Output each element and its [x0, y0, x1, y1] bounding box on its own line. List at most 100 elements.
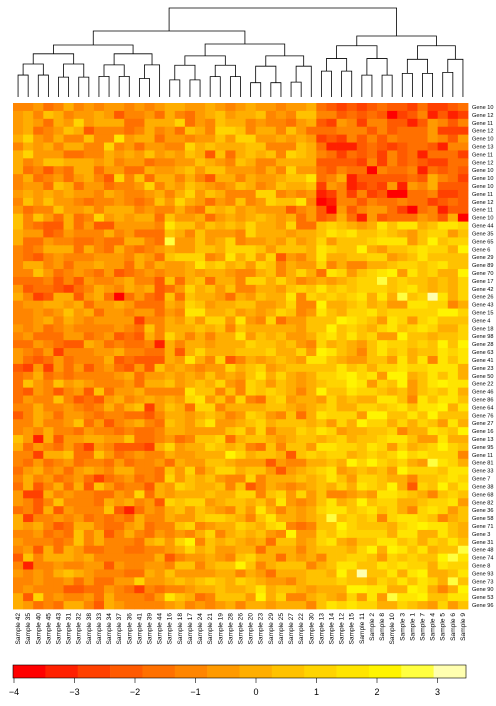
heatmap-cell: [316, 340, 327, 349]
heatmap-cell: [23, 221, 34, 230]
heatmap-cell: [275, 387, 287, 396]
heatmap-cell: [93, 411, 105, 420]
heatmap-cell: [13, 585, 24, 594]
heatmap-cell: [184, 601, 196, 610]
heatmap-cell: [174, 411, 186, 420]
heatmap-cell: [83, 261, 95, 270]
heatmap-cell: [83, 537, 95, 547]
heatmap-cell: [154, 553, 166, 562]
heatmap-cell: [225, 498, 236, 507]
heatmap-cell: [73, 245, 85, 254]
heatmap-cell: [245, 593, 257, 602]
heatmap-cell: [286, 292, 297, 302]
heatmap-cell: [316, 593, 327, 602]
heatmap-cell: [437, 237, 449, 246]
heatmap-cell: [83, 316, 95, 325]
dendrogram-branch: [92, 30, 246, 45]
heatmap-cell: [164, 442, 176, 452]
heatmap-cell: [33, 450, 44, 460]
heatmap-cell: [275, 553, 287, 562]
heatmap-cell: [397, 174, 408, 183]
heatmap-cell: [437, 269, 449, 278]
heatmap-cell: [245, 371, 257, 381]
heatmap-cell: [73, 569, 85, 578]
heatmap-cell: [93, 522, 105, 531]
heatmap-cell: [144, 506, 155, 515]
heatmap-cell: [316, 308, 327, 317]
heatmap-cell: [53, 182, 64, 191]
heatmap-cell: [387, 276, 398, 286]
heatmap-cell: [184, 237, 196, 246]
heatmap-cell: [377, 261, 388, 270]
heatmap-cell: [336, 316, 348, 325]
heatmap-cell: [83, 450, 95, 460]
heatmap-cell: [377, 110, 388, 120]
heatmap-cell: [13, 498, 24, 507]
dendrogram-branch: [320, 70, 332, 97]
heatmap-cell: [104, 332, 115, 341]
heatmap-cell: [356, 585, 368, 594]
heatmap-cell: [215, 498, 226, 507]
heatmap-cell: [275, 379, 287, 389]
heatmap-cell: [286, 213, 297, 222]
heatmap-cell: [174, 553, 186, 562]
heatmap-cell: [275, 356, 287, 365]
heatmap-cell: [33, 490, 44, 499]
dendrogram-branch: [341, 70, 353, 97]
heatmap-cell: [255, 269, 267, 278]
heatmap-cell: [336, 221, 348, 230]
dendrogram-branch: [422, 72, 434, 97]
heatmap-cell: [174, 450, 186, 460]
heatmap-cell: [13, 300, 24, 309]
heatmap-cell: [63, 553, 75, 562]
heatmap-cell: [296, 324, 307, 333]
heatmap-cell: [225, 103, 236, 112]
heatmap-cell: [174, 458, 186, 468]
column-label: Sample 20: [248, 613, 255, 645]
heatmap-cell: [437, 387, 449, 396]
heatmap-cell: [346, 284, 358, 294]
heatmap-cell: [245, 118, 257, 128]
heatmap-cell: [225, 545, 236, 555]
heatmap-cell: [184, 482, 196, 491]
heatmap-cell: [397, 276, 408, 286]
heatmap-cell: [377, 553, 388, 562]
heatmap-cell: [33, 545, 44, 555]
heatmap-cell: [164, 308, 176, 317]
heatmap-cell: [43, 545, 54, 555]
heatmap-cell: [104, 569, 115, 578]
heatmap-cell: [397, 442, 408, 452]
heatmap-cell: [437, 118, 449, 128]
dendrogram-branch: [366, 58, 388, 76]
heatmap-cell: [195, 340, 206, 349]
heatmap-cell: [195, 229, 206, 238]
heatmap-cell: [407, 300, 418, 309]
heatmap-cell: [235, 134, 246, 143]
heatmap-cell: [195, 276, 206, 286]
heatmap-cell: [124, 229, 135, 238]
heatmap-cell: [356, 498, 368, 507]
column-label: Sample 24: [197, 613, 204, 645]
heatmap-cell: [316, 324, 327, 333]
key-tick-label: 1: [314, 687, 319, 697]
heatmap-cell: [397, 387, 408, 396]
heatmap-cell: [134, 569, 145, 578]
heatmap-cell: [275, 506, 287, 515]
heatmap-cell: [427, 569, 439, 578]
heatmap-cell: [83, 466, 95, 475]
heatmap-cell: [73, 498, 85, 507]
heatmap-cell: [114, 498, 125, 507]
heatmap-cell: [73, 158, 85, 167]
heatmap-cell: [296, 253, 307, 262]
heatmap-cell: [114, 134, 125, 143]
heatmap-cell: [286, 435, 297, 444]
heatmap-cell: [184, 553, 196, 562]
heatmap-cell: [437, 474, 449, 483]
heatmap-cell: [53, 435, 64, 444]
heatmap-cell: [195, 197, 206, 207]
heatmap-cell: [437, 569, 449, 578]
heatmap-cell: [144, 189, 155, 199]
heatmap-cell: [417, 450, 428, 460]
heatmap-cell: [23, 395, 34, 404]
heatmap-cell: [205, 300, 216, 309]
